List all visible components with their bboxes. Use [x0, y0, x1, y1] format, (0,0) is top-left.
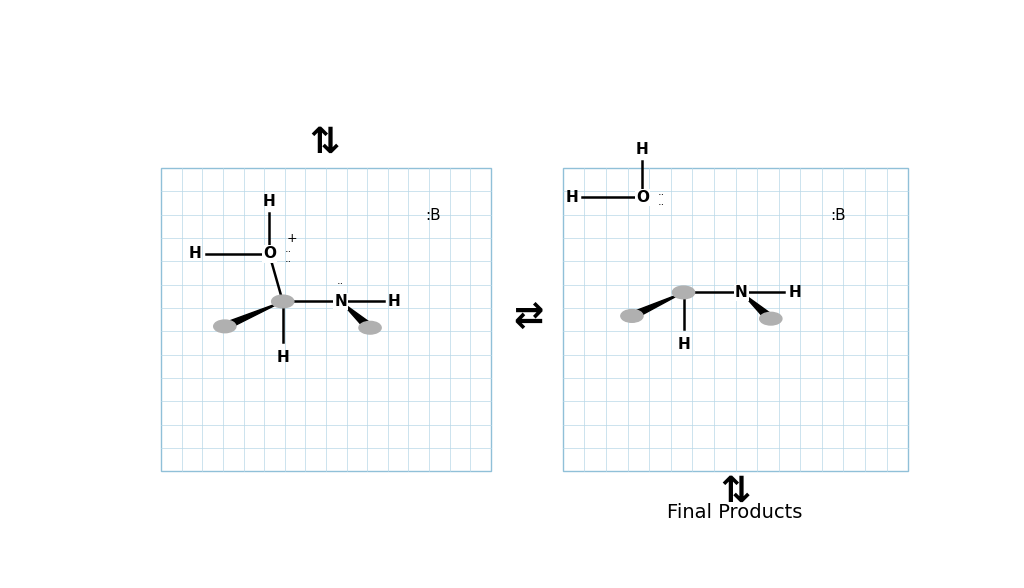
Text: H: H [263, 193, 275, 209]
Bar [162, 168, 490, 471]
Text: N: N [334, 294, 347, 309]
Text: ⇅: ⇅ [309, 126, 340, 160]
Text: H: H [276, 350, 289, 365]
Polygon shape [629, 292, 684, 319]
Text: H: H [788, 285, 801, 300]
Text: H: H [677, 337, 690, 352]
Text: ··: ·· [285, 247, 293, 257]
Polygon shape [741, 292, 775, 320]
Text: ··: ·· [658, 201, 666, 211]
Text: ··: ·· [337, 279, 344, 289]
Text: +: + [287, 232, 297, 245]
Circle shape [621, 310, 643, 322]
Circle shape [673, 286, 694, 299]
Text: N: N [735, 285, 748, 300]
Text: O: O [636, 190, 649, 205]
Text: H: H [387, 294, 400, 309]
Text: ··: ·· [285, 257, 293, 267]
Text: ··: ·· [658, 191, 666, 201]
Polygon shape [221, 302, 283, 329]
Text: Final Products: Final Products [668, 503, 803, 522]
Polygon shape [341, 302, 375, 329]
Circle shape [359, 322, 381, 334]
Text: H: H [189, 246, 202, 262]
Text: O: O [263, 246, 275, 262]
Circle shape [214, 320, 236, 333]
Bar [563, 168, 908, 471]
Circle shape [271, 295, 294, 308]
Text: ⇅: ⇅ [720, 475, 751, 509]
Text: H: H [565, 190, 578, 205]
Circle shape [760, 312, 782, 325]
Text: ⇄: ⇄ [514, 300, 544, 335]
Text: H: H [636, 142, 648, 156]
Text: :B: :B [830, 208, 846, 223]
Text: :B: :B [426, 208, 441, 223]
